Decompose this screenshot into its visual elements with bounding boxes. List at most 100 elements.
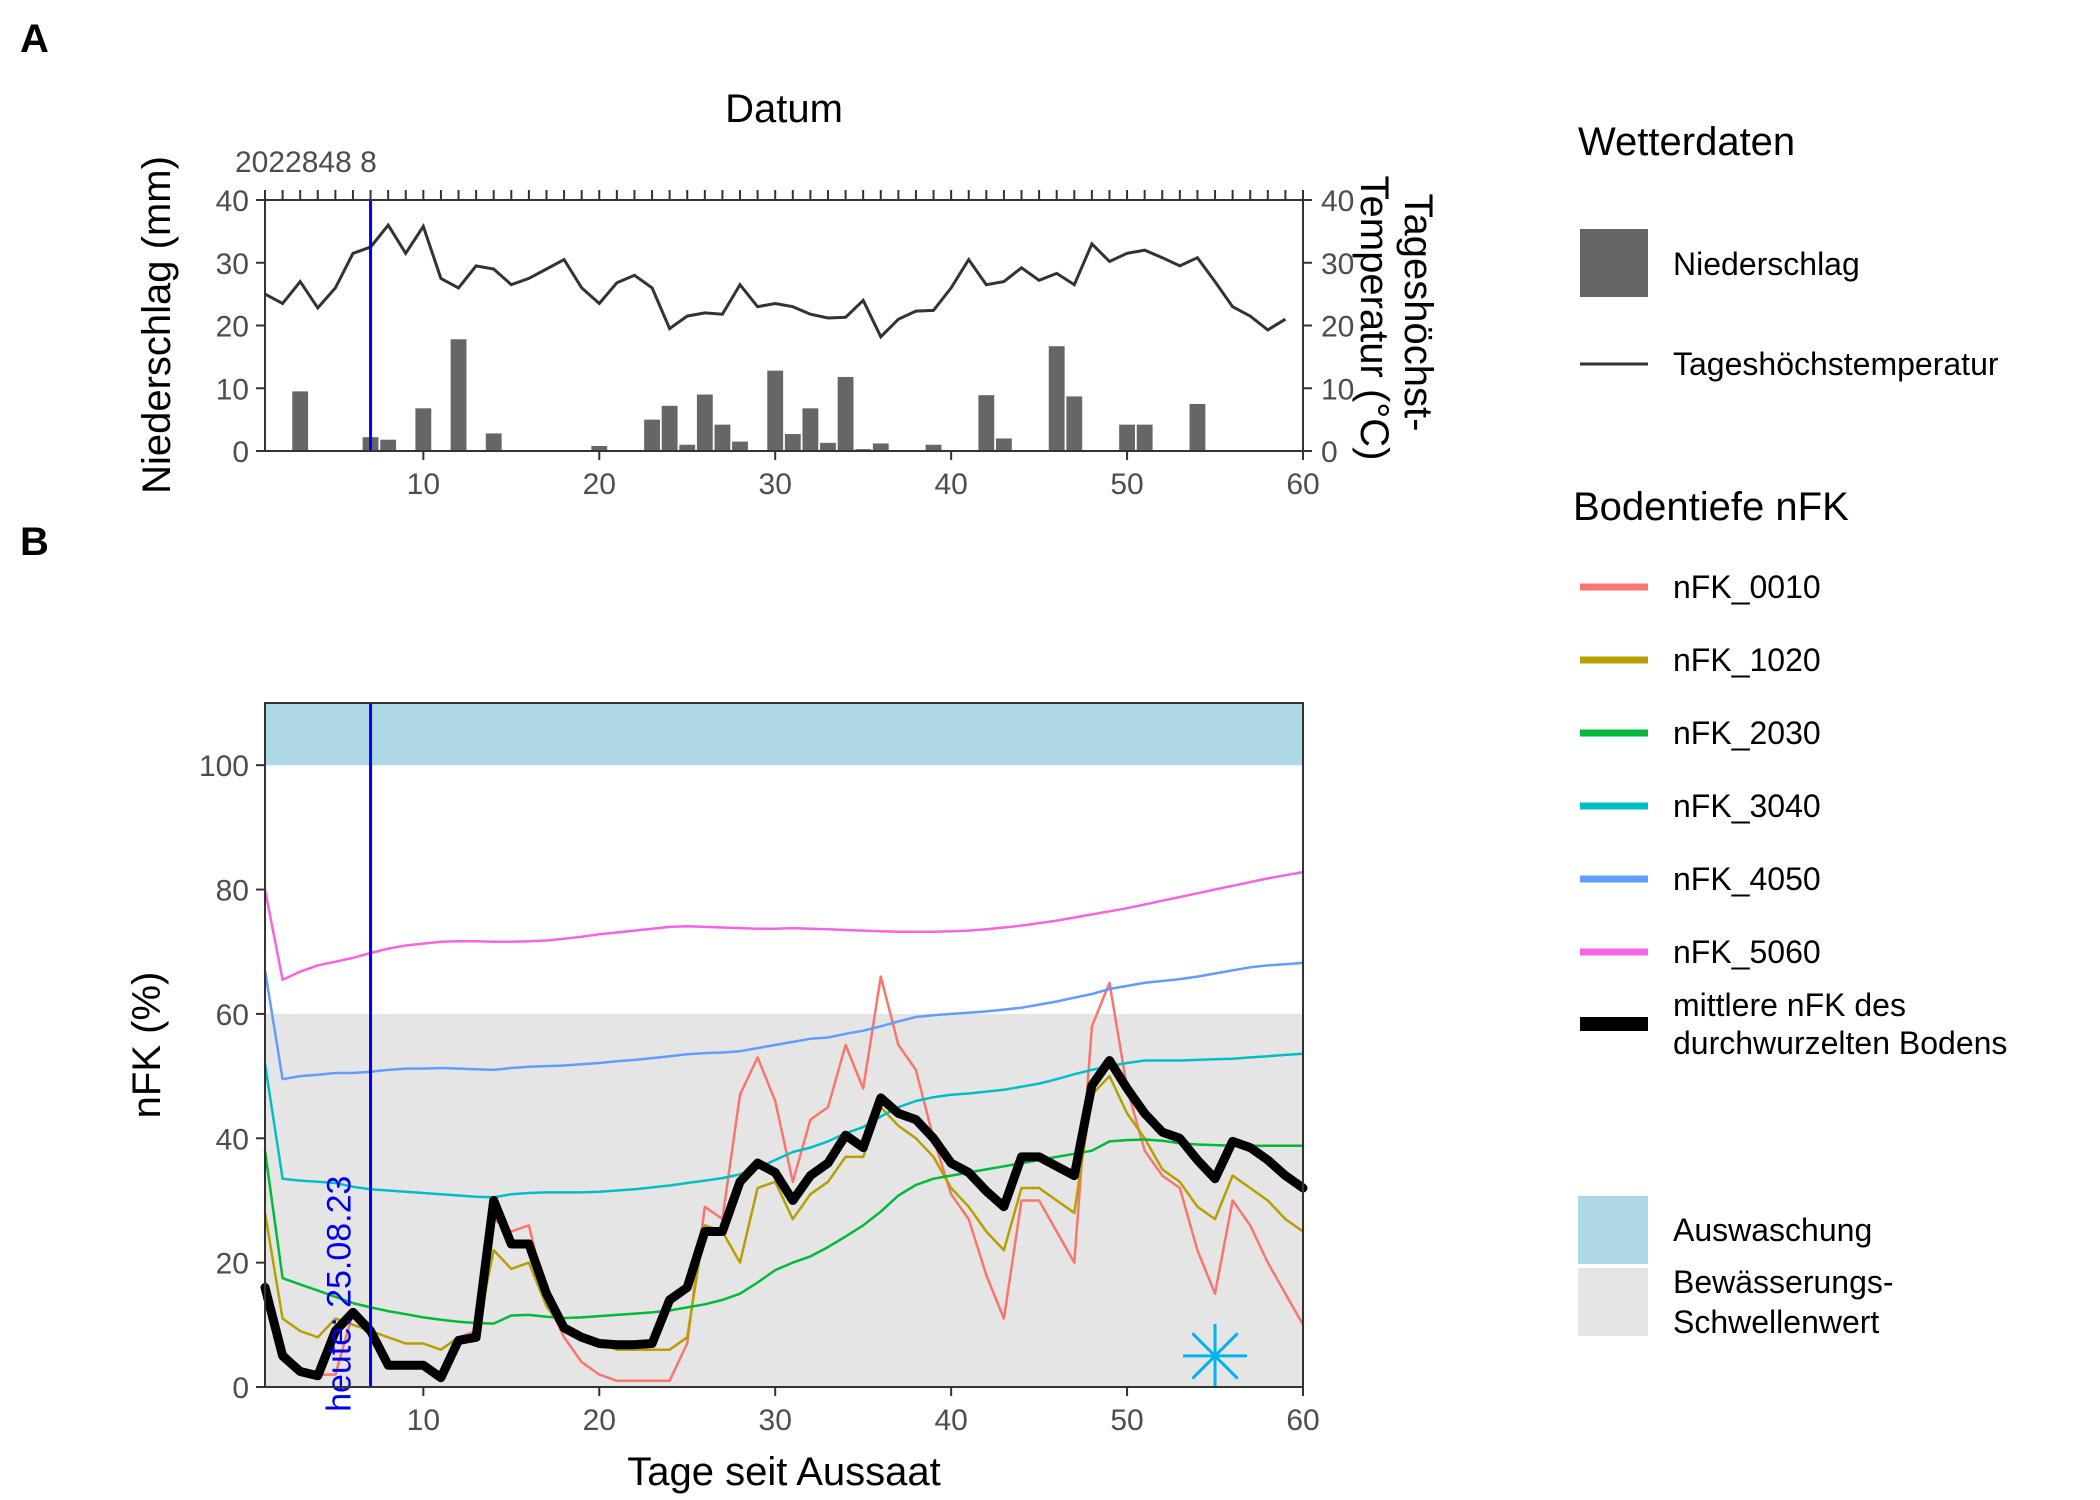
y-tick-label-right: 30 [1321,248,1354,281]
legend-band-label: Auswaschung [1673,1212,1872,1248]
precipitation-bar [591,445,608,451]
precipitation-bar [837,376,854,451]
precipitation-bar [995,438,1012,451]
legend-nfk-label-line2: durchwurzelten Bodens [1673,1025,2007,1061]
panel-b-border [264,702,1304,1388]
x-tick-label-a: 30 [759,468,792,501]
x-tick-label-a: 10 [407,468,440,501]
y-tick-label-b: 100 [199,750,249,783]
panel-label-b: B [20,520,49,564]
y-tick-label-right: 0 [1321,436,1338,469]
legend-precipitation-swatch [1580,229,1648,297]
asterisk-marker [1183,1323,1248,1388]
y-tick-label-b: 20 [216,1248,249,1281]
x-tick-label-b: 60 [1286,1404,1319,1437]
x-tick-label-a: 40 [934,468,967,501]
precipitation-bar [714,424,731,451]
legend-band-label-line1: Bewässerungs- [1673,1264,1894,1300]
legend-nfk-label: nFK_4050 [1673,861,1821,897]
series-line-nfk_5060 [263,870,1305,981]
y-axis-right-title-line2: Temperatur (°C) [1352,176,1396,461]
top-axis-title: Datum [725,87,843,131]
x-tick-label-b: 40 [934,1404,967,1437]
y-tick-label-left: 20 [216,311,249,344]
legend-weather-items: Niederschlag Tageshöchstemperatur [1580,229,1999,382]
legend-nfk-label: nFK_0010 [1673,569,1821,605]
y-tick-label-b: 60 [216,999,249,1032]
legend: Wetterdaten Niederschlag Tageshöchstemper… [1573,120,2007,1340]
precipitation-bar [978,395,995,451]
precipitation-bar [1119,424,1135,451]
precipitation-bar [450,339,467,451]
series-line-mittlere-nfk-des [260,1056,1308,1383]
legend-nfk-label: nFK_2030 [1673,715,1821,751]
precipitation-bar [415,408,432,451]
precipitation-bar [1048,346,1065,451]
today-label: heute: 25.08.23 [321,1176,359,1412]
panel-a-ticks: 10 20 30 40 50 600 010 1020 2030 3040 40 [216,185,1355,501]
legend-nfk-title: Bodentiefe nFK [1573,485,1849,529]
panel-a-border [264,199,1304,452]
precipitation-bar [644,419,660,451]
legend-nfk-label-line1: mittlere nFK des [1673,987,1906,1023]
y-tick-label-left: 10 [216,373,249,406]
y-tick-label-b: 40 [216,1123,249,1156]
x-axis-title: Tage seit Aussaat [627,1450,941,1494]
legend-band-swatch [1578,1196,1648,1264]
panel-a-weather-chart: Datum 2022848 8 10 20 30 40 50 600 010 1020 2030… [135,87,1440,501]
y-axis-right-title: Tageshöchst- Temperatur (°C) [1352,176,1440,461]
legend-nfk-label: nFK_5060 [1673,934,1821,970]
y-tick-label-right: 40 [1321,185,1354,218]
series-line-nfk_3040 [263,1052,1305,1199]
y-tick-label-left: 30 [216,248,249,281]
precipitation-bar [732,441,748,451]
precipitation-bars [292,339,1206,451]
precipitation-bar [661,405,678,451]
precipitation-bar [485,433,502,451]
precipitation-bar [1189,403,1206,451]
legend-nfk-items: nFK_0010 nFK_1020 nFK_2030 nFK_3040 nFK_4050… [1580,569,2007,1061]
precipitation-bar [292,391,309,451]
nfk-series-lines [260,870,1308,1383]
y-tick-label-left: 0 [232,436,249,469]
precipitation-bar [925,444,942,451]
band-auswaschung [265,703,1303,766]
precipitation-bar [679,444,696,451]
x-tick-label-a: 50 [1110,468,1143,501]
legend-nfk-label: nFK_1020 [1673,642,1821,678]
precipitation-bar [802,408,819,451]
precipitation-bar [696,394,713,451]
precipitation-bar [767,370,784,451]
precipitation-bar [820,442,836,451]
top-axis-ticks [264,190,1304,200]
precipitation-bar [1066,396,1083,451]
y-tick-label-right: 10 [1321,373,1354,406]
top-axis-label: 2022848 8 [235,146,377,179]
precipitation-bar [380,439,397,451]
y-axis-title: nFK (%) [125,972,169,1119]
y-tick-label-b: 80 [216,875,249,908]
legend-nfk-label: nFK_3040 [1673,788,1821,824]
panel-b-ticks: 10 20 30 40 50 60 0 20 40 60 80 100 [199,750,1320,1437]
temperature-line [264,222,1287,340]
series-line-nfk_2030 [263,1138,1305,1325]
x-tick-label-b: 20 [583,1404,616,1437]
asterisk-marker-stroke [1191,1332,1239,1380]
legend-band-swatch [1578,1268,1648,1336]
legend-weather-title: Wetterdaten [1578,120,1795,164]
y-tick-label-b: 0 [232,1372,249,1405]
precipitation-bar [1136,424,1153,451]
x-tick-label-a: 60 [1286,468,1319,501]
series-line-nfk_1020 [263,1074,1305,1351]
panel-label-a: A [20,17,49,61]
y-axis-right-title-line1: Tageshöchst- [1396,193,1440,431]
legend-band-items: Auswaschung Bewässerungs- Schwellenwert [1578,1196,1894,1340]
x-tick-label-b: 10 [407,1404,440,1437]
panel-b-nfk-chart: 10 20 30 40 50 60 0 20 40 60 80 100 heute: 25.08.23… [125,702,1320,1494]
legend-temperature-label: Tageshöchstemperatur [1673,346,1999,382]
y-tick-label-right: 20 [1321,311,1354,344]
x-tick-label-b: 30 [759,1404,792,1437]
x-tick-label-b: 50 [1110,1404,1143,1437]
x-tick-label-a: 20 [583,468,616,501]
